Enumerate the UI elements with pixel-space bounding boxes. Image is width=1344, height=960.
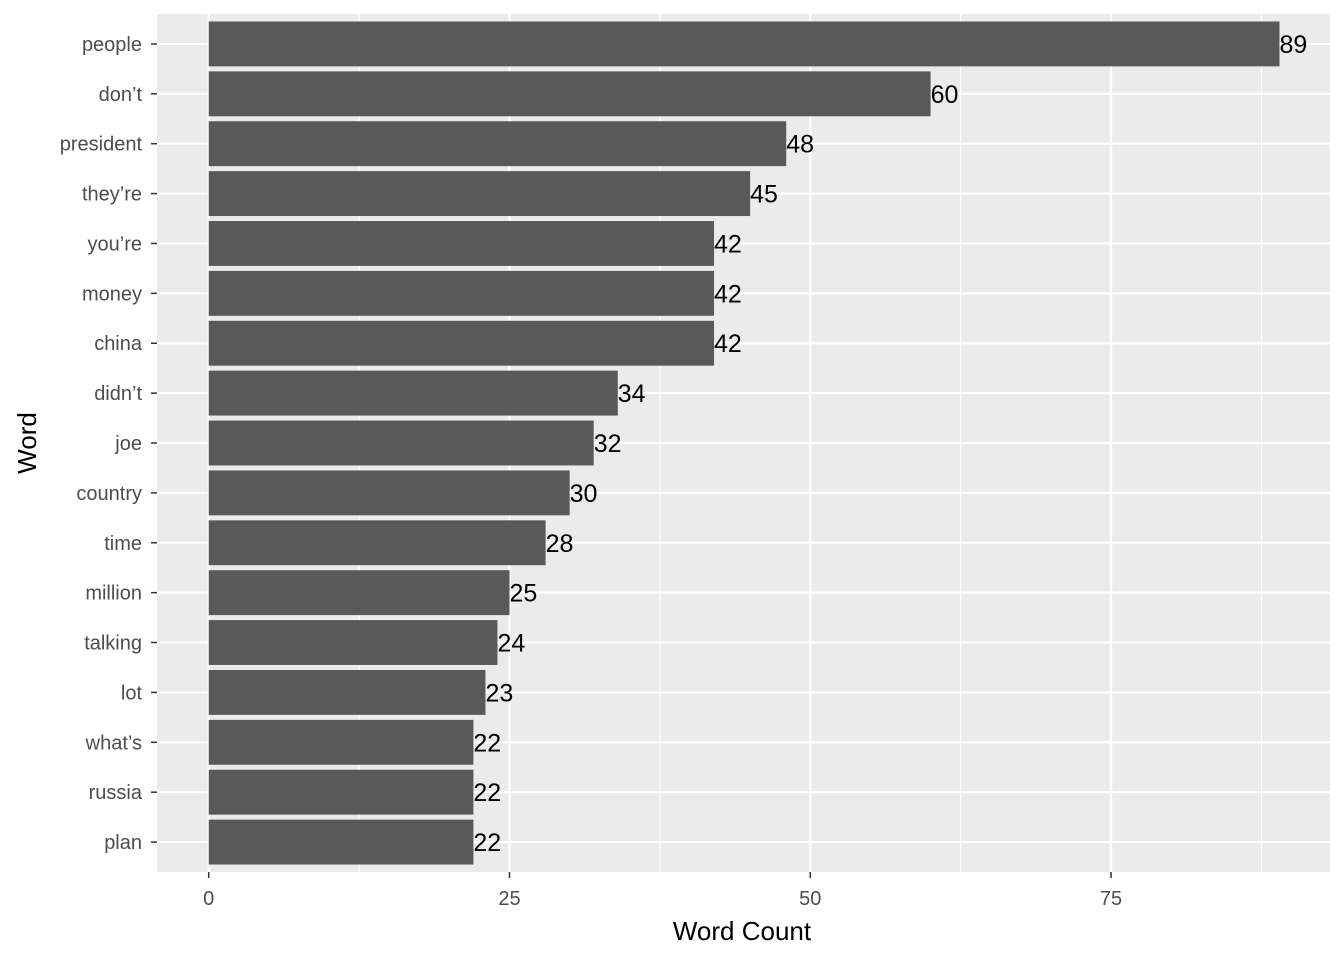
bar (208, 769, 474, 815)
bar (208, 819, 474, 865)
bar (208, 171, 751, 217)
y-tick-label: russia (89, 782, 143, 804)
data-label: 28 (546, 530, 574, 558)
y-tick-label: money (82, 283, 142, 305)
y-tick-label: time (104, 533, 142, 555)
x-axis-title: Word Count (673, 916, 812, 946)
data-label: 22 (473, 829, 501, 857)
data-label: 48 (786, 131, 814, 159)
y-tick-label: you’re (88, 233, 142, 255)
data-label: 89 (1279, 31, 1307, 59)
bar (208, 470, 570, 516)
data-label: 25 (510, 580, 538, 608)
y-tick-label: didn’t (94, 383, 142, 405)
y-tick-label: what’s (85, 732, 142, 754)
data-label: 42 (714, 280, 742, 308)
bar (208, 520, 546, 566)
data-label: 23 (485, 679, 513, 707)
bar (208, 420, 594, 466)
data-label: 60 (931, 81, 959, 109)
y-tick-label: country (76, 483, 142, 505)
data-label: 45 (750, 181, 778, 209)
y-tick-label: china (94, 333, 143, 355)
bar (208, 221, 715, 266)
data-label: 34 (618, 380, 646, 408)
y-tick-label: million (85, 583, 142, 605)
y-tick-label: joe (114, 433, 142, 455)
x-axis: 0 25 50 75 (203, 872, 1122, 910)
y-axis-title: Word (12, 412, 42, 474)
y-tick-label: don’t (99, 84, 143, 106)
y-tick-label: people (82, 34, 142, 56)
y-tick-label: president (60, 134, 143, 156)
bar (208, 21, 1280, 67)
y-tick-label: plan (104, 832, 142, 854)
bar (208, 620, 498, 665)
data-label: 22 (473, 729, 501, 757)
data-label: 22 (473, 779, 501, 807)
bar (208, 121, 787, 167)
data-label: 24 (497, 630, 525, 658)
x-tick-label: 50 (799, 888, 821, 910)
data-labels: 89 60 48 45 42 42 42 34 32 30 28 25 24 23 22 22 22 (473, 31, 1307, 857)
bar (208, 270, 715, 316)
bar (208, 71, 931, 117)
data-label: 30 (570, 480, 598, 508)
y-axis: people don’t president they’re you’re money ch… (60, 34, 157, 854)
data-label: 32 (594, 430, 622, 458)
y-tick-label: lot (121, 682, 143, 704)
data-label: 42 (714, 230, 742, 258)
y-tick-label: they’re (82, 184, 142, 206)
bar (208, 370, 618, 416)
x-tick-label: 25 (498, 888, 520, 910)
bar (208, 719, 474, 765)
y-tick-label: talking (84, 633, 142, 655)
bar (208, 320, 715, 366)
data-label: 42 (714, 330, 742, 358)
x-tick-label: 0 (203, 888, 214, 910)
bar (208, 570, 510, 616)
x-tick-label: 75 (1100, 888, 1122, 910)
bar (208, 669, 486, 715)
bars (208, 21, 1280, 865)
